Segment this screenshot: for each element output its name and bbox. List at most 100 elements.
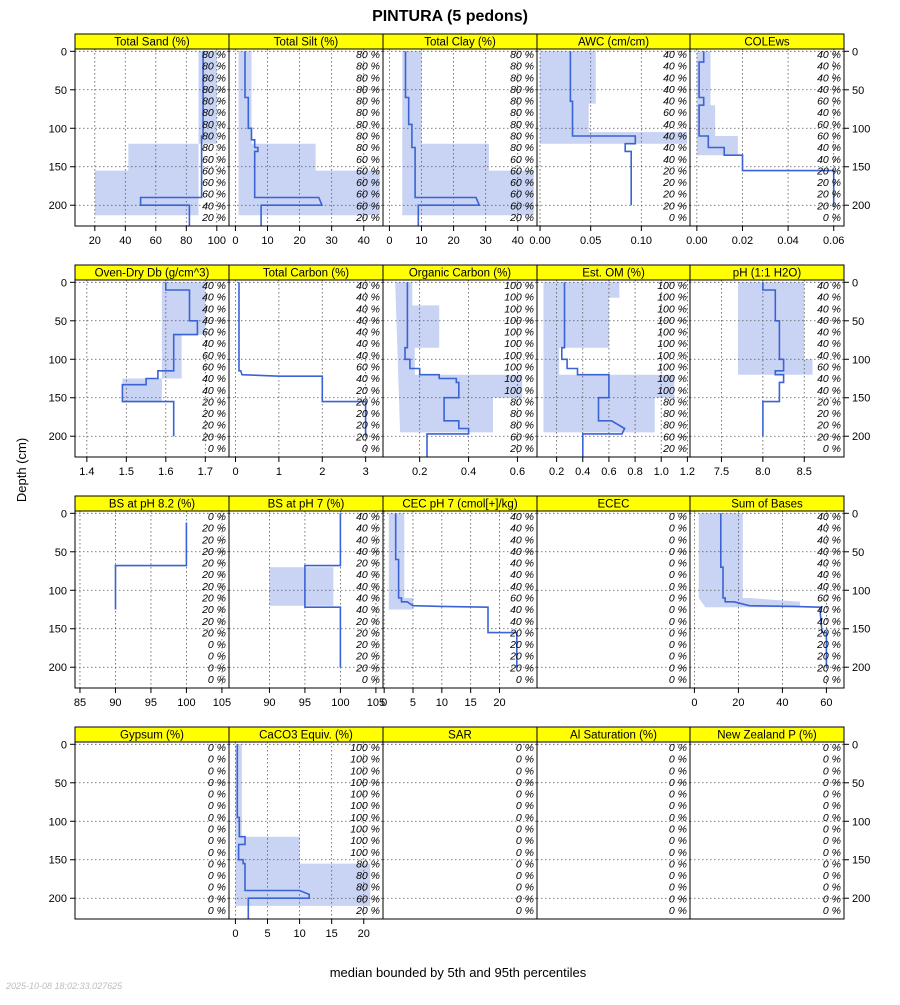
y-tick-label-right: 200 — [852, 431, 870, 443]
percent-label: 40 % — [817, 61, 841, 73]
x-tick-label: 0 — [232, 928, 238, 940]
percent-label: 100 % — [350, 835, 380, 847]
x-tick-label: 0 — [386, 235, 392, 247]
percent-label: 0 % — [823, 847, 841, 859]
percent-label: 20 % — [816, 396, 841, 408]
percent-label: 80 % — [510, 396, 534, 408]
percent-label: 40 % — [356, 292, 380, 304]
percent-label: 20 % — [509, 651, 534, 663]
median-line — [719, 513, 828, 668]
panel: BS at pH 8.2 (%)0 %20 %20 %20 %20 %20 %2… — [74, 495, 231, 709]
percent-label: 20 % — [355, 431, 380, 443]
panel-title: SAR — [448, 730, 472, 742]
percent-label: 0 % — [669, 742, 687, 754]
panel: pH (1:1 H2O)40 %40 %40 %40 %40 %40 %40 %… — [689, 264, 845, 478]
percent-label: 20 % — [509, 212, 534, 224]
percent-label: 40 % — [817, 534, 841, 546]
panel: AWC (cm/cm)40 %40 %40 %40 %40 %60 %40 %4… — [529, 33, 691, 247]
percent-label: 0 % — [516, 882, 534, 894]
percent-label: 0 % — [208, 800, 226, 812]
x-tick-label: 2 — [319, 466, 325, 478]
percent-label: 0 % — [516, 905, 534, 917]
percent-label: 40 % — [817, 154, 841, 166]
y-tick-label-right: 150 — [852, 162, 870, 174]
percent-label: 20 % — [816, 431, 841, 443]
percent-label: 80 % — [202, 49, 226, 61]
y-tick-label-left: 200 — [49, 200, 67, 212]
percent-label: 20 % — [816, 651, 841, 663]
x-tick-label: 0.04 — [777, 235, 798, 247]
percent-label: 20 % — [355, 616, 380, 628]
y-tick-label-right: 150 — [852, 393, 870, 405]
percent-label: 80 % — [510, 84, 534, 96]
percent-label: 40 % — [663, 131, 687, 143]
percent-label: 20 % — [201, 593, 226, 605]
panel: Gypsum (%)0 %0 %0 %0 %0 %0 %0 %0 %0 %0 %… — [74, 726, 230, 920]
percent-label: 0 % — [516, 800, 534, 812]
y-tick-label-left: 100 — [49, 585, 67, 597]
panel-plot-area — [229, 49, 383, 226]
panel-title: BS at pH 8.2 (%) — [109, 499, 195, 511]
percent-label: 0 % — [823, 905, 841, 917]
percent-label: 40 % — [817, 107, 841, 119]
percent-label: 40 % — [356, 350, 380, 362]
x-tick-label: 10 — [293, 928, 305, 940]
percent-label: 60 % — [817, 119, 841, 131]
x-tick-label: 1 — [276, 466, 282, 478]
percent-label: 80 % — [202, 107, 226, 119]
percent-label: 80 % — [356, 858, 380, 870]
percent-label: 80 % — [663, 396, 687, 408]
percent-label: 40 % — [817, 327, 841, 339]
x-tick-label: 95 — [145, 697, 157, 709]
median-line — [236, 744, 311, 919]
percent-label: 20 % — [662, 177, 687, 189]
percent-label: 0 % — [823, 742, 841, 754]
percent-label: 20 % — [201, 604, 226, 616]
percent-label: 40 % — [510, 569, 534, 581]
panel-row: Oven-Dry Db (g/cm^3)40 %40 %40 %40 %60 %… — [49, 264, 870, 478]
percent-label: 20 % — [355, 420, 380, 432]
timestamp: 2025-10-08 18:02:33.027625 — [5, 981, 123, 991]
percent-label: 80 % — [510, 131, 534, 143]
percent-label: 0 % — [669, 593, 687, 605]
x-tick-label: 20 — [89, 235, 101, 247]
percent-label: 0 % — [208, 742, 226, 754]
percent-label: 20 % — [662, 200, 687, 212]
y-tick-label-left: 100 — [49, 816, 67, 828]
percent-label: 0 % — [823, 882, 841, 894]
percent-label: 40 % — [510, 616, 534, 628]
percent-label: 20 % — [355, 212, 380, 224]
percent-label: 100 % — [350, 765, 380, 777]
percent-label: 80 % — [663, 420, 687, 432]
percent-label: 0 % — [669, 639, 687, 651]
y-tick-label-right: 100 — [852, 354, 870, 366]
percent-label: 0 % — [669, 777, 687, 789]
x-tick-label: 0.05 — [580, 235, 601, 247]
percent-label: 80 % — [202, 131, 226, 143]
percent-label: 0 % — [669, 662, 687, 674]
percent-label: 40 % — [510, 581, 534, 593]
percent-label: 20 % — [201, 408, 226, 420]
x-tick-label: 0.00 — [529, 235, 550, 247]
percent-label: 40 % — [817, 303, 841, 315]
percent-label: 80 % — [202, 84, 226, 96]
percent-label: 40 % — [356, 581, 380, 593]
percent-label: 0 % — [516, 765, 534, 777]
percent-label: 40 % — [356, 546, 380, 558]
percent-label: 60 % — [356, 893, 380, 905]
percent-label: 40 % — [663, 49, 687, 61]
panel-title: Al Saturation (%) — [570, 730, 657, 742]
percent-label: 0 % — [208, 905, 226, 917]
y-tick-label-right: 50 — [852, 85, 864, 97]
y-tick-label-right: 200 — [852, 893, 870, 905]
percent-label: 80 % — [510, 61, 534, 73]
panel-plot-area — [75, 280, 229, 457]
percent-label: 0 % — [669, 604, 687, 616]
percent-label: 20 % — [201, 581, 226, 593]
percent-label: 0 % — [516, 858, 534, 870]
percent-label: 40 % — [817, 546, 841, 558]
percent-label: 40 % — [663, 96, 687, 108]
